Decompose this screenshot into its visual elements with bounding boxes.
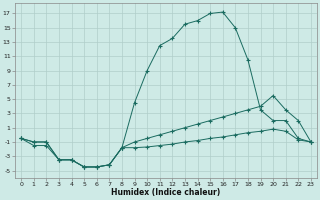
X-axis label: Humidex (Indice chaleur): Humidex (Indice chaleur) [111,188,221,197]
